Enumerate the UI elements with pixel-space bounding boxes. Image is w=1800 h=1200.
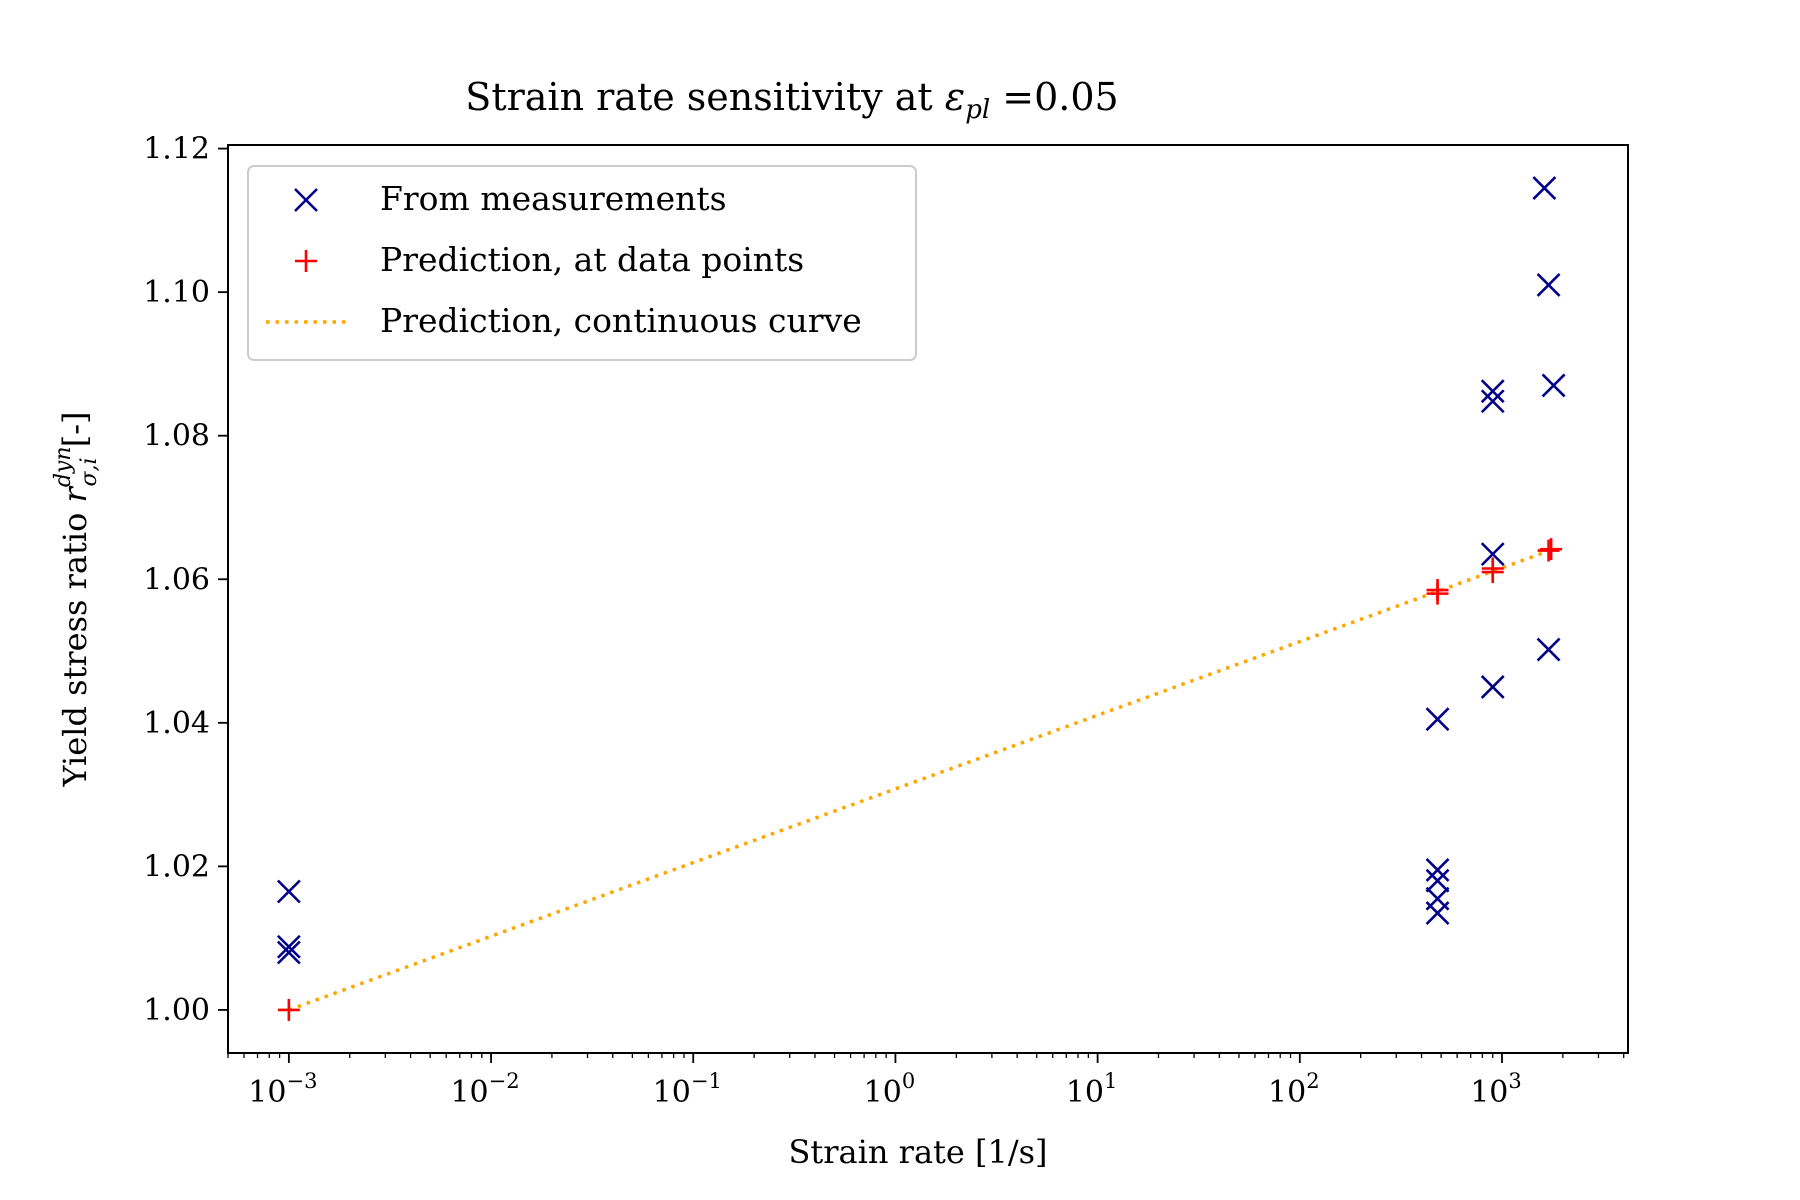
legend-box xyxy=(247,165,917,361)
measurement-point-11 xyxy=(1480,675,1505,699)
measurement-point-10 xyxy=(1480,542,1505,567)
measurement-point-5 xyxy=(1425,868,1450,893)
measurement-point-3 xyxy=(1425,707,1450,732)
plot-marks xyxy=(276,176,1566,1021)
y-axis-label: Yield stress ratio rdynσ,i [-] xyxy=(51,411,102,787)
x-tick-label-6: 103 xyxy=(1470,1069,1522,1110)
x-axis-ticks: 10−3 10−2 10−1 100 101 102 103 xyxy=(227,1053,1625,1110)
y-axis-ticks: 1.00 1.02 1.04 1.06 1.08 1.10 1.12 xyxy=(143,132,228,1028)
legend-label-prediction-curve: Prediction, continuous curve xyxy=(380,301,862,340)
legend-label-prediction-points: Prediction, at data points xyxy=(380,240,804,279)
measurement-point-14 xyxy=(1541,373,1566,398)
prediction-point-6 xyxy=(1540,538,1563,561)
measurement-point-1 xyxy=(276,934,301,959)
measurement-point-15 xyxy=(1536,637,1561,662)
measurement-point-9 xyxy=(1480,389,1505,414)
x-tick-label-0: 10−3 xyxy=(248,1069,317,1110)
y-tick-label-6: 1.12 xyxy=(143,132,210,167)
x-tick-label-1: 10−2 xyxy=(450,1069,519,1110)
measurement-point-7 xyxy=(1425,901,1450,925)
y-tick-label-1: 1.02 xyxy=(143,849,210,884)
measurement-point-2 xyxy=(276,940,301,965)
measurement-point-13 xyxy=(1536,273,1561,297)
chart-title: Strain rate sensitivity at εpl =0.05 xyxy=(465,75,1118,125)
prediction-curve-line xyxy=(288,547,1555,1012)
y-tick-label-3: 1.06 xyxy=(143,562,210,597)
prediction-point-2 xyxy=(1426,582,1449,605)
measurement-point-0 xyxy=(276,879,301,904)
measurement-point-4 xyxy=(1425,858,1450,882)
measurement-point-12 xyxy=(1532,176,1557,200)
legend-markers xyxy=(266,188,346,324)
legend-marker-prediction-points xyxy=(295,250,317,272)
y-tick-label-0: 1.00 xyxy=(143,993,210,1028)
plot-frame xyxy=(227,144,1629,1054)
y-tick-label-2: 1.04 xyxy=(143,706,210,741)
legend: From measurements Prediction, at data po… xyxy=(247,165,917,361)
x-tick-label-2: 10−1 xyxy=(653,1069,722,1110)
y-tick-label-4: 1.08 xyxy=(143,419,210,454)
legend-marker-measurements xyxy=(294,188,318,212)
prediction-point-5 xyxy=(1537,539,1560,562)
legend-label-measurements: From measurements xyxy=(380,179,727,218)
prediction-point-0 xyxy=(277,998,300,1021)
x-tick-label-3: 100 xyxy=(864,1069,916,1110)
prediction-point-4 xyxy=(1481,561,1504,584)
x-axis-label: Strain rate [1/s] xyxy=(788,1133,1047,1171)
measurement-point-8 xyxy=(1480,379,1505,404)
y-tick-label-5: 1.10 xyxy=(143,275,210,310)
x-tick-label-4: 101 xyxy=(1066,1069,1118,1110)
x-tick-label-5: 102 xyxy=(1268,1069,1320,1110)
